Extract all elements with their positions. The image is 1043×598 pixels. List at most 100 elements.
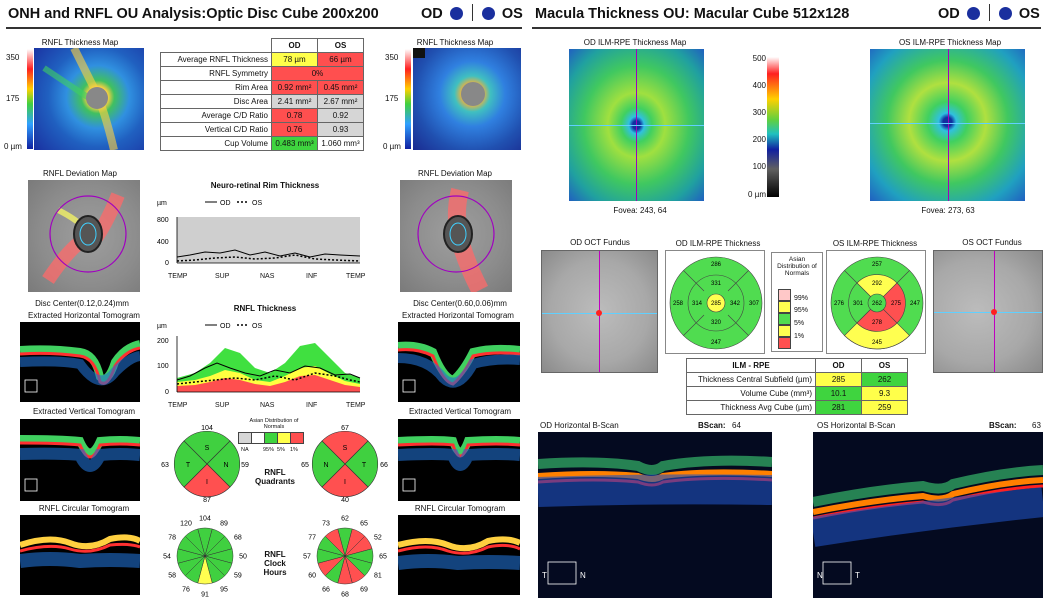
x-tick: TEMP bbox=[346, 402, 366, 409]
row-label: RNFL Symmetry bbox=[160, 66, 272, 81]
od-ilm-rpe-thickness-map[interactable] bbox=[569, 49, 704, 201]
x-tick: INF bbox=[306, 402, 318, 409]
od-outer-top: 286 bbox=[711, 262, 722, 268]
os-quad-top: 67 bbox=[341, 425, 349, 432]
svg-text:N: N bbox=[580, 571, 586, 580]
os-ext-vert-title: Extracted Vertical Tomogram bbox=[408, 407, 512, 416]
od-quadrants-diagram: 104 63 59 87 S T N I bbox=[161, 425, 249, 502]
quadrants-label-line2: Quadrants bbox=[254, 477, 295, 486]
od-quad-n bbox=[206, 440, 240, 488]
row-label: Average RNFL Thickness bbox=[160, 52, 272, 67]
od-rnfl-deviation-map[interactable] bbox=[28, 180, 140, 292]
row-label: Vertical C/D Ratio bbox=[160, 122, 272, 137]
od-scale-tick-mid: 175 bbox=[6, 94, 20, 103]
od-eye-icon bbox=[966, 7, 980, 20]
od-value: 0.76 bbox=[271, 122, 318, 137]
os-rnfl-thickness-map-title: RNFL Thickness Map bbox=[416, 38, 494, 47]
os-extracted-horizontal-tomogram[interactable] bbox=[398, 322, 520, 402]
legend-swatch-green bbox=[264, 433, 277, 443]
os-horizontal-bscan[interactable]: N T bbox=[813, 432, 1043, 598]
table-head-od: OD bbox=[271, 38, 318, 53]
os-clock-value: 62 bbox=[341, 516, 349, 523]
table-row: Average C/D Ratio 0.78 0.92 bbox=[160, 108, 364, 123]
os-rnfl-deviation-map[interactable] bbox=[400, 180, 512, 292]
od-horizontal-bscan[interactable]: T N bbox=[538, 432, 772, 598]
rnfl-unit: µm bbox=[157, 323, 167, 330]
os-etdrs-grid-frame: 257 292 276 301 262 275 247 278 245 bbox=[826, 250, 926, 354]
od-ext-horiz-title: Extracted Horizontal Tomogram bbox=[28, 311, 140, 320]
os-clock-value: 77 bbox=[308, 535, 316, 542]
os-quad-i bbox=[321, 463, 369, 497]
os-oct-fundus-image[interactable] bbox=[933, 250, 1043, 373]
os-ext-horiz-title: Extracted Horizontal Tomogram bbox=[402, 311, 514, 320]
os-quad-letter: I bbox=[344, 479, 346, 486]
od-extracted-vertical-tomogram[interactable] bbox=[20, 419, 140, 501]
rim-os-line bbox=[176, 254, 361, 262]
os-thickness-grid-title: OS ILM-RPE Thickness bbox=[832, 239, 918, 248]
od-scale-tick-low: 0 µm bbox=[4, 142, 22, 151]
os-value: 0.92 bbox=[317, 108, 364, 123]
od-extracted-horizontal-tomogram[interactable] bbox=[20, 322, 140, 402]
od-quad-s bbox=[183, 431, 231, 465]
od-bscan-label: BScan: bbox=[698, 421, 726, 430]
rnfl-y-200: 200 bbox=[157, 338, 169, 345]
table-head-metric: ILM - RPE bbox=[686, 358, 816, 373]
os-clock-value: 60 bbox=[308, 573, 316, 580]
os-macula-map-title: OS ILM-RPE Thickness Map bbox=[898, 38, 1002, 47]
os-quad-t bbox=[344, 440, 378, 488]
row-label: Thickness Central Subfield (µm) bbox=[686, 372, 816, 387]
od-rnfl-thickness-map[interactable] bbox=[34, 48, 144, 150]
os-value: 66 µm bbox=[317, 52, 364, 67]
os-extracted-vertical-tomogram[interactable] bbox=[398, 419, 520, 501]
scale-tick: 300 bbox=[752, 108, 766, 117]
od-quad-t bbox=[174, 440, 208, 488]
table-row: Vertical C/D Ratio 0.76 0.93 bbox=[160, 122, 364, 137]
os-clock-value: 68 bbox=[341, 592, 349, 598]
od-clock-value: 50 bbox=[239, 554, 247, 561]
legend-label: 95% bbox=[263, 447, 275, 453]
normals-legend-title: Asian Distribution of Normals bbox=[777, 256, 817, 277]
os-ilm-rpe-thickness-map[interactable] bbox=[870, 49, 1025, 201]
divider bbox=[471, 4, 473, 21]
rnfl-os-line bbox=[176, 372, 361, 385]
legend-label: 1% bbox=[794, 333, 805, 340]
os-rnfl-thickness-map[interactable] bbox=[413, 48, 521, 150]
od-inner-left: 314 bbox=[692, 301, 703, 307]
os-clock-value: 57 bbox=[303, 554, 311, 561]
table-row: RNFL Symmetry 0% bbox=[160, 66, 364, 81]
header-rule bbox=[6, 27, 522, 29]
legend-label: NA bbox=[241, 447, 249, 453]
svg-text:T: T bbox=[542, 571, 547, 580]
os-eye-icon bbox=[481, 7, 495, 20]
os-fovea-marker bbox=[991, 309, 997, 315]
quadrants-label: RNFL Quadrants bbox=[245, 468, 305, 486]
rnfl-y-0: 0 bbox=[165, 389, 169, 396]
od-quad-bottom: 87 bbox=[203, 497, 211, 502]
clock-label-line3: Hours bbox=[263, 568, 287, 577]
os-quad-n bbox=[312, 440, 346, 488]
os-inner-left: 301 bbox=[853, 301, 864, 307]
os-rnfl-circular-tomogram[interactable] bbox=[398, 515, 520, 595]
legend-label: 95% bbox=[794, 307, 809, 314]
legend-label: 1% bbox=[290, 447, 298, 453]
od-rnfl-circular-tomogram[interactable] bbox=[20, 515, 140, 595]
row-label: Average C/D Ratio bbox=[160, 108, 272, 123]
os-outer-bottom: 245 bbox=[872, 340, 883, 346]
rnfl-x-axis: TEMP SUP NAS INF TEMP bbox=[168, 402, 368, 412]
scale-tick: 500 bbox=[752, 54, 766, 63]
rim-y-0: 0 bbox=[165, 260, 169, 267]
os-fundus-horizontal-line bbox=[934, 312, 1042, 313]
x-tick: SUP bbox=[215, 273, 230, 280]
os-quad-s bbox=[321, 431, 369, 465]
od-inner-top: 331 bbox=[711, 281, 722, 287]
od-value: 285 bbox=[815, 372, 862, 387]
rim-y-800: 800 bbox=[157, 217, 169, 224]
os-clock-value: 73 bbox=[322, 521, 330, 528]
os-horizontal-crosshair bbox=[870, 123, 1025, 124]
legend-swatch-red bbox=[290, 433, 303, 443]
od-clock-value: 68 bbox=[234, 535, 242, 542]
od-oct-fundus-image[interactable] bbox=[541, 250, 658, 373]
legend-swatch-yellow bbox=[277, 433, 290, 443]
x-tick: INF bbox=[306, 273, 318, 280]
os-bscan-header: OS Horizontal B-Scan BScan: 63 bbox=[817, 421, 1042, 430]
